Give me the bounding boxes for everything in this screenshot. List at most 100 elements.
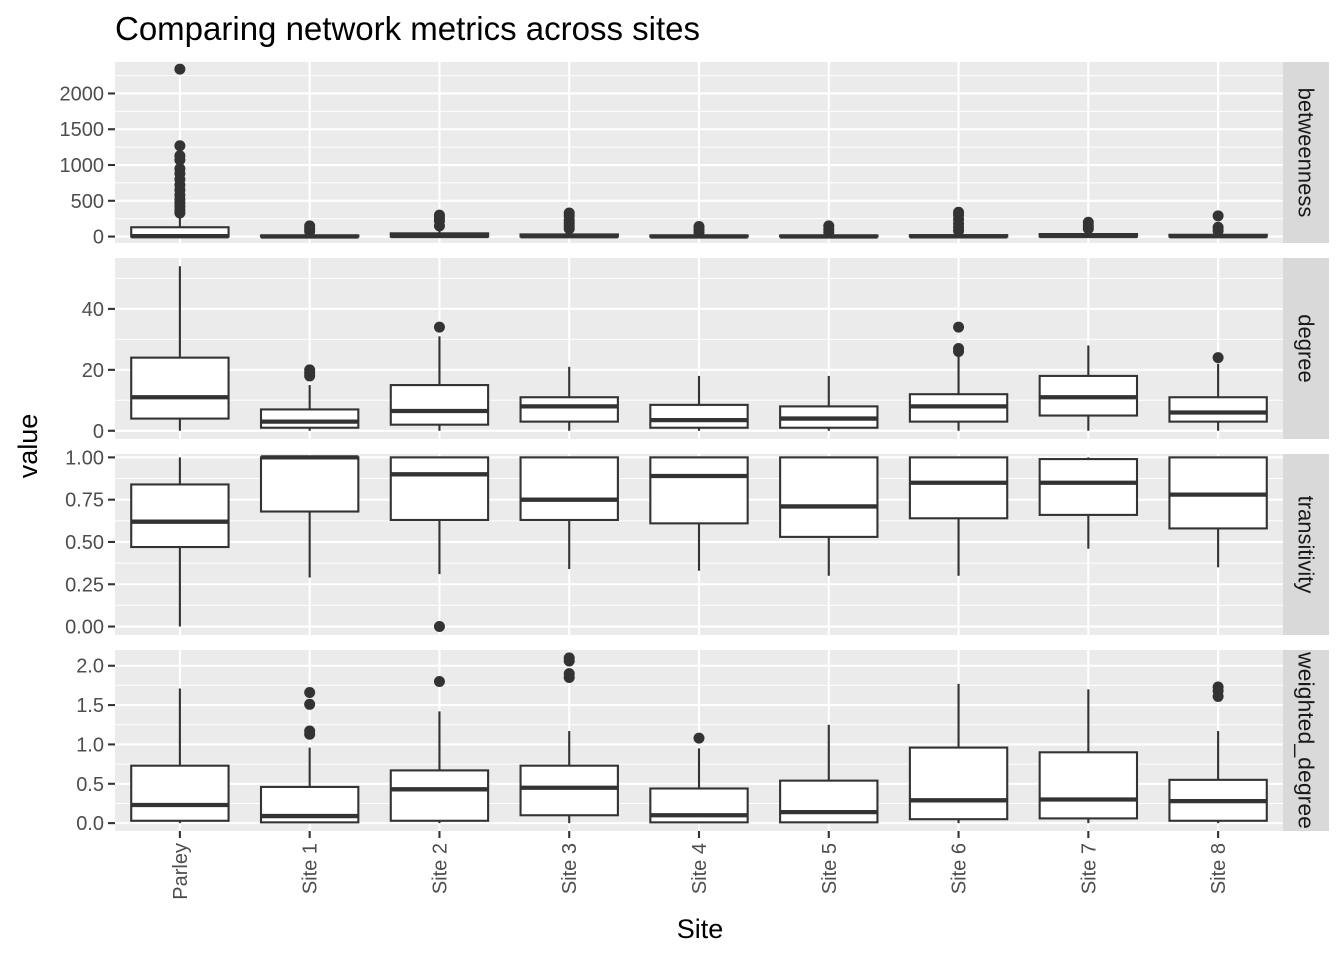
box-iqr	[130, 764, 230, 822]
y-axis-title: value	[13, 414, 43, 479]
outlier-point	[304, 364, 316, 376]
x-axis-title: Site	[677, 914, 724, 944]
outlier-point	[953, 206, 965, 218]
box-site-4	[649, 375, 749, 431]
box-site-3	[519, 456, 619, 570]
box-iqr	[1038, 751, 1139, 820]
outlier-point	[693, 221, 705, 233]
box-iqr	[389, 456, 490, 522]
box-iqr	[519, 456, 619, 522]
box-iqr	[519, 764, 619, 817]
outlier-point	[433, 209, 445, 221]
outlier-point	[304, 220, 316, 232]
y-tick-label: 20	[82, 360, 104, 382]
box-iqr	[779, 456, 879, 538]
box-site-2	[389, 675, 490, 824]
box-iqr	[130, 483, 230, 549]
y-tick-label: 0	[93, 421, 104, 443]
box-site-5	[779, 724, 879, 824]
y-tick-label: 0.00	[65, 617, 104, 639]
box-iqr	[389, 769, 490, 822]
outlier-point	[174, 140, 186, 152]
box-iqr	[779, 779, 879, 824]
outlier-point	[563, 652, 575, 664]
box-site-8	[1168, 681, 1268, 824]
outlier-point	[1212, 681, 1224, 693]
outlier-point	[174, 163, 186, 175]
outlier-point	[1212, 352, 1224, 364]
outlier-point	[304, 698, 316, 710]
box-site-3	[519, 366, 619, 431]
box-site-7	[1038, 457, 1139, 549]
y-tick-label: 1.5	[76, 695, 104, 717]
box-iqr	[1168, 396, 1268, 423]
box-iqr	[908, 746, 1009, 821]
x-tick-label: Parley	[170, 843, 192, 900]
box-site-1	[259, 686, 360, 824]
facet-strip	[1283, 258, 1329, 439]
box-iqr	[519, 396, 619, 423]
box-parley	[130, 457, 230, 627]
facet-strip-label: betweenness	[1294, 88, 1319, 218]
outlier-point	[693, 732, 705, 744]
box-site-5	[779, 220, 879, 239]
box-iqr	[130, 356, 230, 420]
y-tick-label: 1500	[60, 119, 105, 141]
box-site-1	[259, 455, 360, 578]
x-tick-label: Site 1	[300, 843, 322, 894]
box-site-6	[908, 206, 1009, 239]
y-tick-label: 40	[82, 299, 104, 321]
x-tick-label: Site 2	[429, 843, 451, 894]
x-tick-label: Site 6	[949, 843, 971, 894]
outlier-point	[304, 725, 316, 737]
outlier-point	[1082, 216, 1094, 228]
x-tick-label: Site 8	[1208, 843, 1230, 894]
box-site-2	[389, 456, 490, 633]
y-tick-label: 0	[93, 227, 104, 249]
outlier-point	[953, 343, 965, 354]
x-axis: Parley Site 1 Site 2 Site 3 Site 4 Site 5 Site…	[170, 831, 1230, 900]
box-site-7	[1038, 345, 1139, 431]
facet-strip	[1283, 62, 1329, 243]
box-iqr	[1038, 458, 1139, 516]
box-site-6	[908, 683, 1009, 824]
outlier-point	[174, 63, 186, 75]
y-tick-label: 500	[71, 191, 104, 213]
box-parley	[130, 266, 230, 431]
y-tick-label: 0.25	[65, 574, 104, 596]
x-tick-label: Site 3	[559, 843, 581, 894]
outlier-point	[563, 668, 575, 680]
box-site-1	[259, 220, 360, 239]
box-site-4	[649, 732, 749, 824]
outlier-point	[1212, 210, 1224, 222]
facet-strip	[1283, 650, 1329, 831]
box-site-4	[649, 456, 749, 571]
outlier-point	[953, 321, 965, 333]
box-iqr	[908, 456, 1009, 520]
box-site-4	[649, 221, 749, 239]
facet-strip	[1283, 454, 1329, 635]
y-tick-label: 0.5	[76, 774, 104, 796]
box-site-5	[779, 456, 879, 576]
facet-transitivity: 0.00 0.25 0.50 0.75 1.00 transitivity	[65, 447, 1329, 639]
facet-weighted-degree: 0.0 0.5 1.0 1.5 2.0 weighted_degree	[76, 650, 1329, 835]
box-site-7	[1038, 216, 1139, 239]
outlier-point	[433, 621, 445, 633]
x-tick-label: Site 7	[1078, 843, 1100, 894]
outlier-point	[563, 207, 575, 219]
box-iqr	[649, 403, 749, 429]
box-site-7	[1038, 689, 1139, 824]
box-site-3	[519, 652, 619, 824]
outlier-point	[1212, 221, 1224, 233]
box-parley	[130, 688, 230, 824]
box-parley	[130, 63, 230, 239]
box-site-8	[1168, 210, 1268, 239]
x-tick-label: Site 5	[819, 843, 841, 894]
y-tick-label: 0.75	[65, 490, 104, 512]
y-tick-label: 0.50	[65, 532, 104, 554]
box-iqr	[649, 456, 749, 525]
box-site-5	[779, 375, 879, 431]
y-tick-label: 1.00	[65, 447, 104, 469]
box-iqr	[259, 408, 360, 429]
